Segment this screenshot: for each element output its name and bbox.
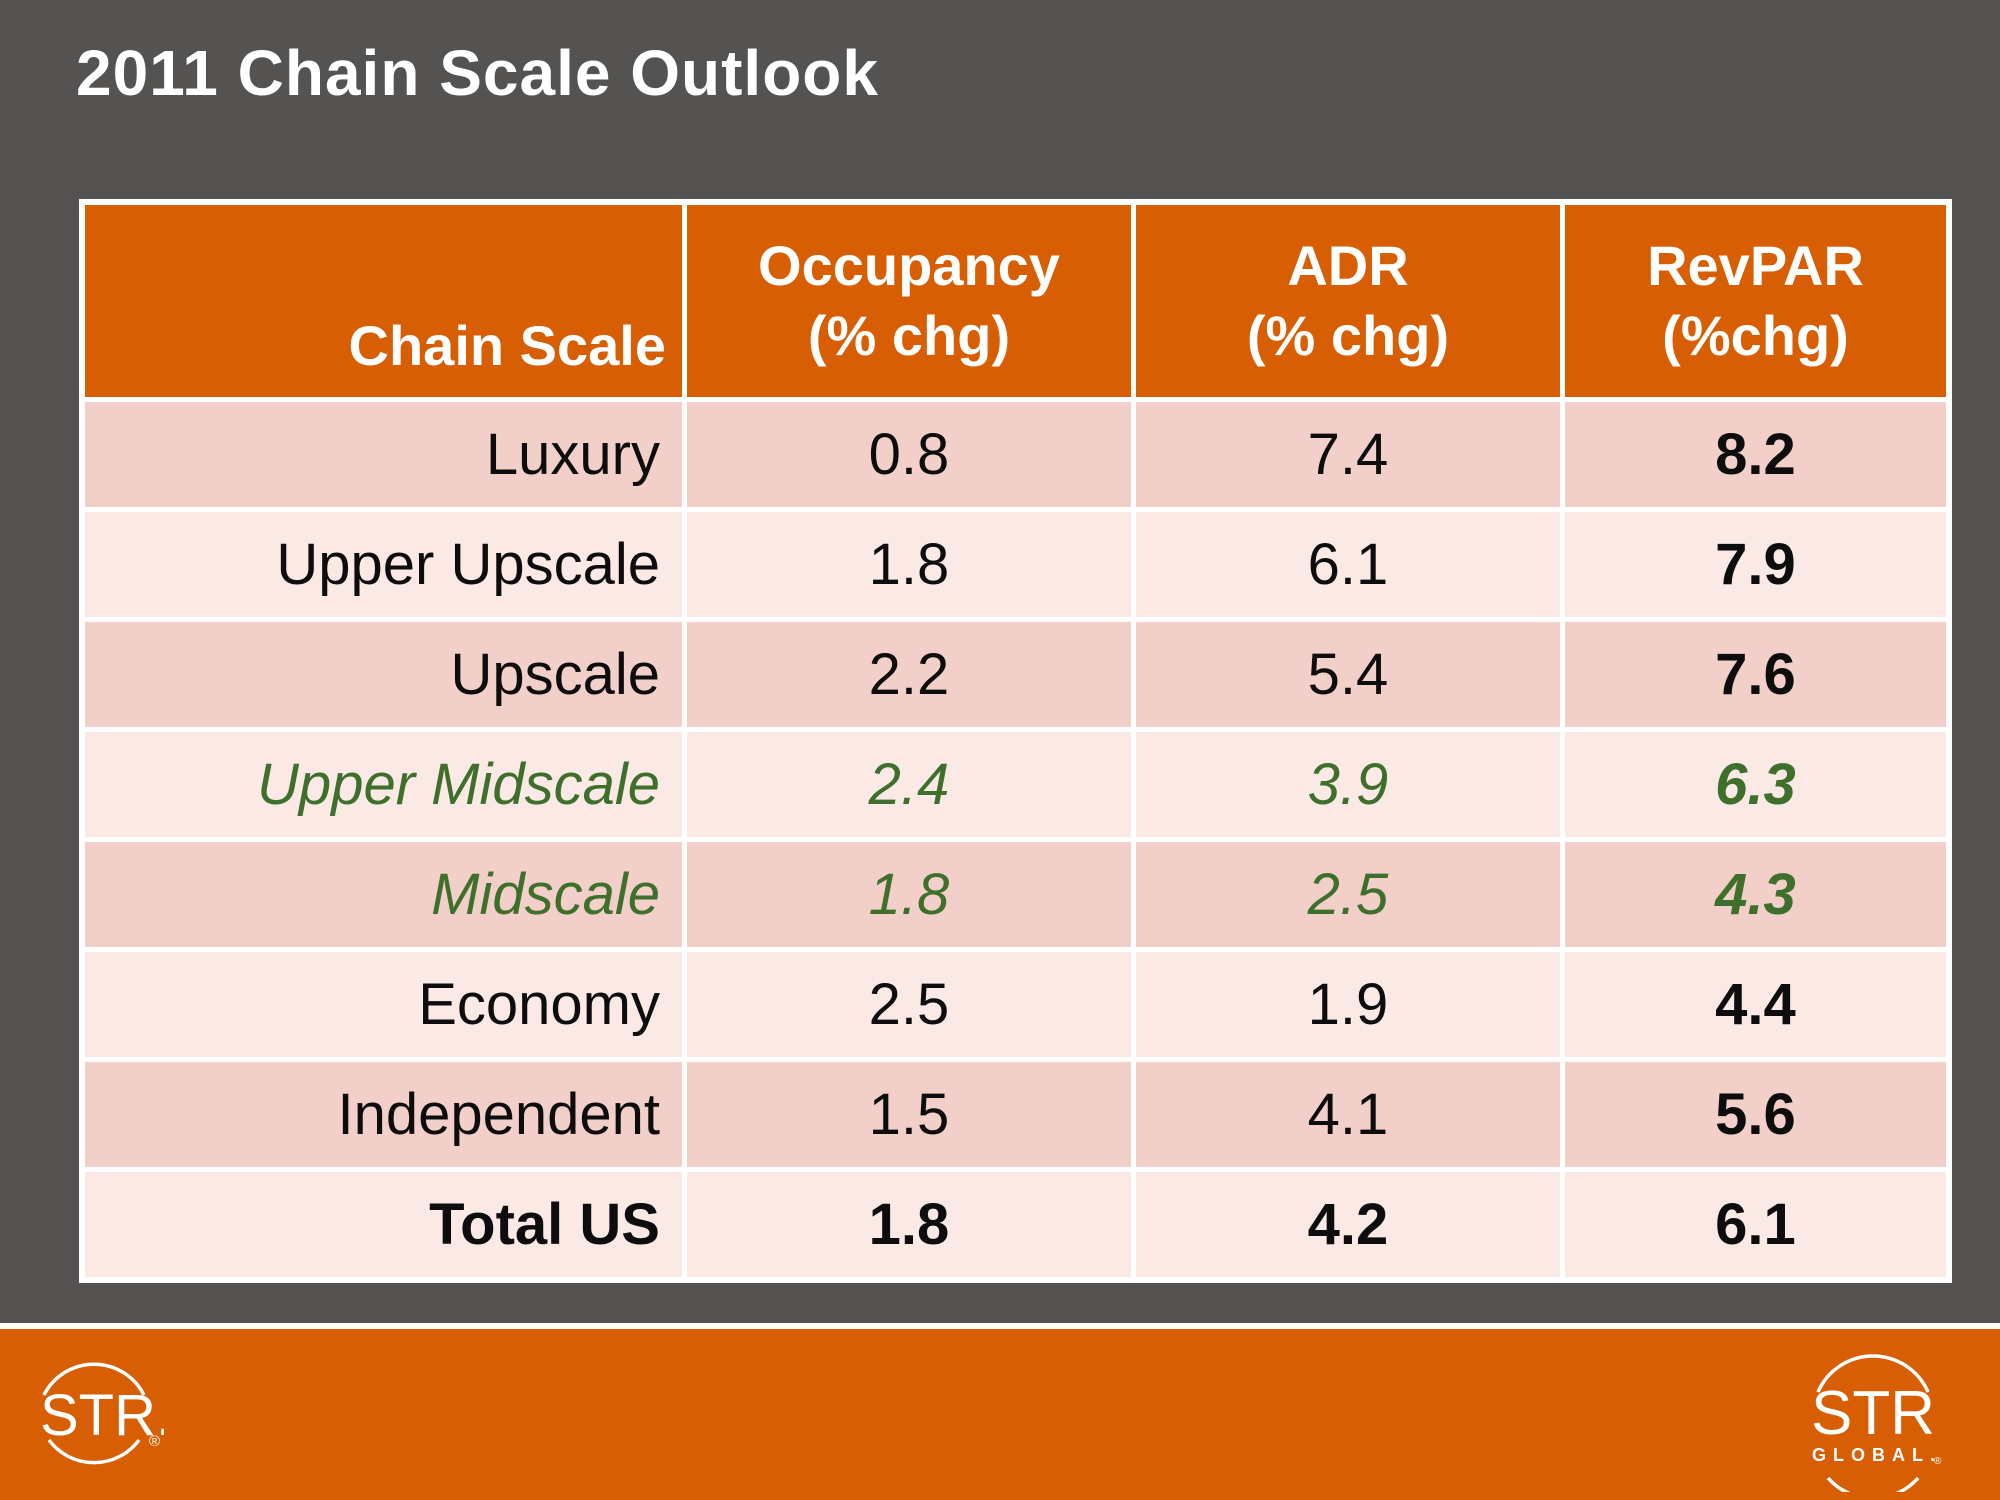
table-row-luxury: Luxury 0.8 7.4 8.2	[85, 402, 1946, 507]
cell-occupancy: 2.2	[687, 622, 1131, 727]
col-header-occupancy-line2: (% chg)	[807, 304, 1011, 367]
str-logo-text: STR.	[40, 1383, 164, 1448]
cell-label: Total US	[85, 1172, 682, 1277]
table-header-row: Chain Scale Occupancy (% chg) ADR (% chg…	[85, 205, 1946, 397]
cell-adr: 2.5	[1136, 842, 1560, 947]
cell-label: Midscale	[85, 842, 682, 947]
cell-label: Luxury	[85, 402, 682, 507]
cell-label: Independent	[85, 1062, 682, 1167]
cell-label: Upper Upscale	[85, 512, 682, 617]
cell-label: Economy	[85, 952, 682, 1057]
chain-scale-table: Chain Scale Occupancy (% chg) ADR (% chg…	[79, 199, 1952, 1283]
col-header-revpar-line2: (%chg)	[1662, 304, 1849, 367]
cell-revpar: 4.3	[1565, 842, 1946, 947]
str-global-logo-bottom-arc	[1826, 1476, 1920, 1492]
cell-label: Upper Midscale	[85, 732, 682, 837]
col-header-adr-line1: ADR	[1287, 234, 1409, 297]
cell-adr: 7.4	[1136, 402, 1560, 507]
table-row-economy: Economy 2.5 1.9 4.4	[85, 952, 1946, 1057]
str-global-logo: STR GLOBAL. ®	[1811, 1354, 1942, 1492]
cell-occupancy: 1.8	[687, 512, 1131, 617]
col-header-occupancy: Occupancy (% chg)	[687, 205, 1131, 397]
cell-adr: 3.9	[1136, 732, 1560, 837]
col-header-revpar: RevPAR (%chg)	[1565, 205, 1946, 397]
table-row-total-us: Total US 1.8 4.2 6.1	[85, 1172, 1946, 1277]
cell-revpar: 6.3	[1565, 732, 1946, 837]
str-global-logo-reg-mark: ®	[1934, 1456, 1942, 1467]
cell-occupancy: 1.5	[687, 1062, 1131, 1167]
cell-revpar: 6.1	[1565, 1172, 1946, 1277]
cell-occupancy: 1.8	[687, 1172, 1131, 1277]
str-global-logo-subtext: GLOBAL.	[1812, 1445, 1942, 1465]
str-global-logo-top-arc	[1816, 1354, 1930, 1393]
cell-adr: 4.2	[1136, 1172, 1560, 1277]
table-row-upscale: Upscale 2.2 5.4 7.6	[85, 622, 1946, 727]
str-logo-bottom-arc	[47, 1438, 141, 1465]
str-global-logo-text: STR	[1811, 1379, 1935, 1448]
cell-adr: 6.1	[1136, 512, 1560, 617]
page-title: 2011 Chain Scale Outlook	[76, 37, 879, 109]
footer-divider	[0, 1323, 2000, 1329]
cell-adr: 5.4	[1136, 622, 1560, 727]
str-logo: STR. ®	[40, 1362, 164, 1465]
cell-occupancy: 1.8	[687, 842, 1131, 947]
cell-occupancy: 0.8	[687, 402, 1131, 507]
col-header-revpar-line1: RevPAR	[1647, 234, 1864, 297]
cell-revpar: 4.4	[1565, 952, 1946, 1057]
outlook-table: Chain Scale Occupancy (% chg) ADR (% chg…	[80, 200, 1951, 1282]
str-logo-reg-mark: ®	[149, 1433, 160, 1450]
col-header-adr: ADR (% chg)	[1136, 205, 1560, 397]
col-header-occupancy-line1: Occupancy	[758, 234, 1060, 297]
cell-revpar: 8.2	[1565, 402, 1946, 507]
cell-label: Upscale	[85, 622, 682, 727]
cell-adr: 4.1	[1136, 1062, 1560, 1167]
cell-occupancy: 2.5	[687, 952, 1131, 1057]
footer-bar: STR. ® STR GLOBAL. ®	[0, 1329, 2000, 1500]
table-row-midscale: Midscale 1.8 2.5 4.3	[85, 842, 1946, 947]
table-row-independent: Independent 1.5 4.1 5.6	[85, 1062, 1946, 1167]
table-row-upper-upscale: Upper Upscale 1.8 6.1 7.9	[85, 512, 1946, 617]
col-header-adr-line2: (% chg)	[1246, 304, 1450, 367]
cell-revpar: 5.6	[1565, 1062, 1946, 1167]
cell-occupancy: 2.4	[687, 732, 1131, 837]
cell-revpar: 7.9	[1565, 512, 1946, 617]
str-logo-top-arc	[42, 1362, 146, 1396]
col-header-chain-scale: Chain Scale	[85, 205, 682, 397]
cell-adr: 1.9	[1136, 952, 1560, 1057]
table-row-upper-midscale: Upper Midscale 2.4 3.9 6.3	[85, 732, 1946, 837]
cell-revpar: 7.6	[1565, 622, 1946, 727]
